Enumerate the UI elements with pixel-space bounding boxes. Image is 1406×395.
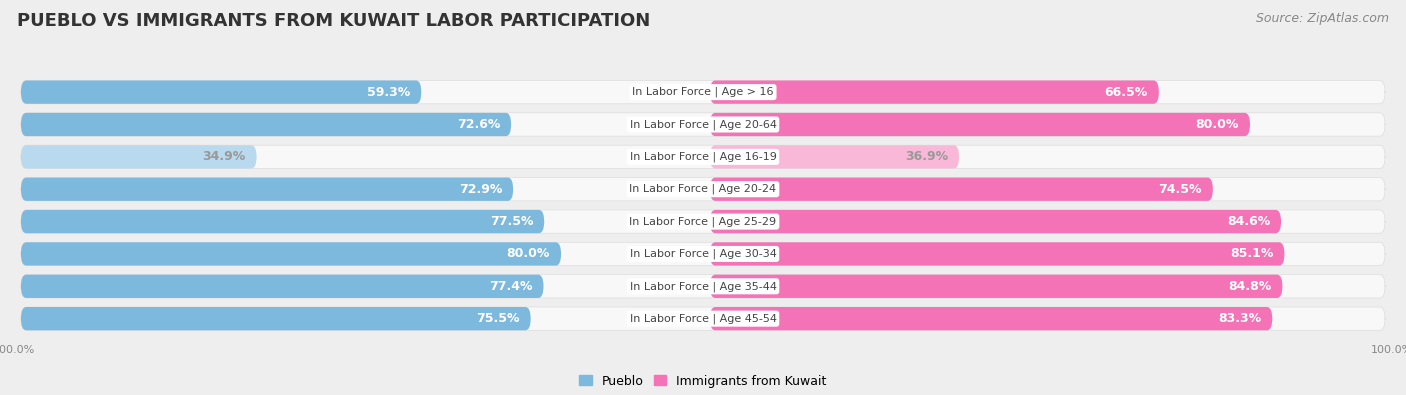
Text: In Labor Force | Age 30-34: In Labor Force | Age 30-34 [630,249,776,259]
FancyBboxPatch shape [21,178,1385,201]
Text: In Labor Force | Age > 16: In Labor Force | Age > 16 [633,87,773,98]
FancyBboxPatch shape [21,145,1385,169]
FancyBboxPatch shape [710,275,1282,298]
Text: In Labor Force | Age 35-44: In Labor Force | Age 35-44 [630,281,776,292]
Text: 83.3%: 83.3% [1218,312,1261,325]
Text: 59.3%: 59.3% [367,86,411,99]
Text: 80.0%: 80.0% [1195,118,1239,131]
FancyBboxPatch shape [710,210,1281,233]
Text: In Labor Force | Age 25-29: In Labor Force | Age 25-29 [630,216,776,227]
Text: In Labor Force | Age 20-64: In Labor Force | Age 20-64 [630,119,776,130]
Text: 75.5%: 75.5% [477,312,520,325]
Text: PUEBLO VS IMMIGRANTS FROM KUWAIT LABOR PARTICIPATION: PUEBLO VS IMMIGRANTS FROM KUWAIT LABOR P… [17,12,650,30]
Text: 84.6%: 84.6% [1227,215,1270,228]
FancyBboxPatch shape [710,81,1159,104]
FancyBboxPatch shape [21,81,1385,104]
Text: 85.1%: 85.1% [1230,247,1274,260]
Text: 34.9%: 34.9% [202,150,246,164]
FancyBboxPatch shape [21,307,1385,330]
FancyBboxPatch shape [710,145,959,169]
FancyBboxPatch shape [21,210,1385,233]
FancyBboxPatch shape [21,210,544,233]
Text: In Labor Force | Age 20-24: In Labor Force | Age 20-24 [630,184,776,194]
Text: 72.6%: 72.6% [457,118,501,131]
FancyBboxPatch shape [21,113,512,136]
Text: Source: ZipAtlas.com: Source: ZipAtlas.com [1256,12,1389,25]
Text: 84.8%: 84.8% [1229,280,1271,293]
FancyBboxPatch shape [21,113,1385,136]
Legend: Pueblo, Immigrants from Kuwait: Pueblo, Immigrants from Kuwait [575,370,831,393]
FancyBboxPatch shape [21,81,422,104]
Text: 72.9%: 72.9% [458,183,502,196]
FancyBboxPatch shape [21,145,256,169]
FancyBboxPatch shape [710,113,1250,136]
FancyBboxPatch shape [710,242,1285,265]
FancyBboxPatch shape [21,178,513,201]
FancyBboxPatch shape [21,242,1385,265]
Text: In Labor Force | Age 45-54: In Labor Force | Age 45-54 [630,313,776,324]
Text: 77.4%: 77.4% [489,280,533,293]
FancyBboxPatch shape [21,307,530,330]
FancyBboxPatch shape [710,307,1272,330]
Text: 66.5%: 66.5% [1105,86,1147,99]
FancyBboxPatch shape [21,242,561,265]
FancyBboxPatch shape [21,275,1385,298]
Text: 36.9%: 36.9% [905,150,948,164]
Text: 80.0%: 80.0% [506,247,550,260]
FancyBboxPatch shape [710,178,1213,201]
FancyBboxPatch shape [21,275,544,298]
Text: 77.5%: 77.5% [489,215,533,228]
Text: In Labor Force | Age 16-19: In Labor Force | Age 16-19 [630,152,776,162]
Text: 74.5%: 74.5% [1159,183,1202,196]
